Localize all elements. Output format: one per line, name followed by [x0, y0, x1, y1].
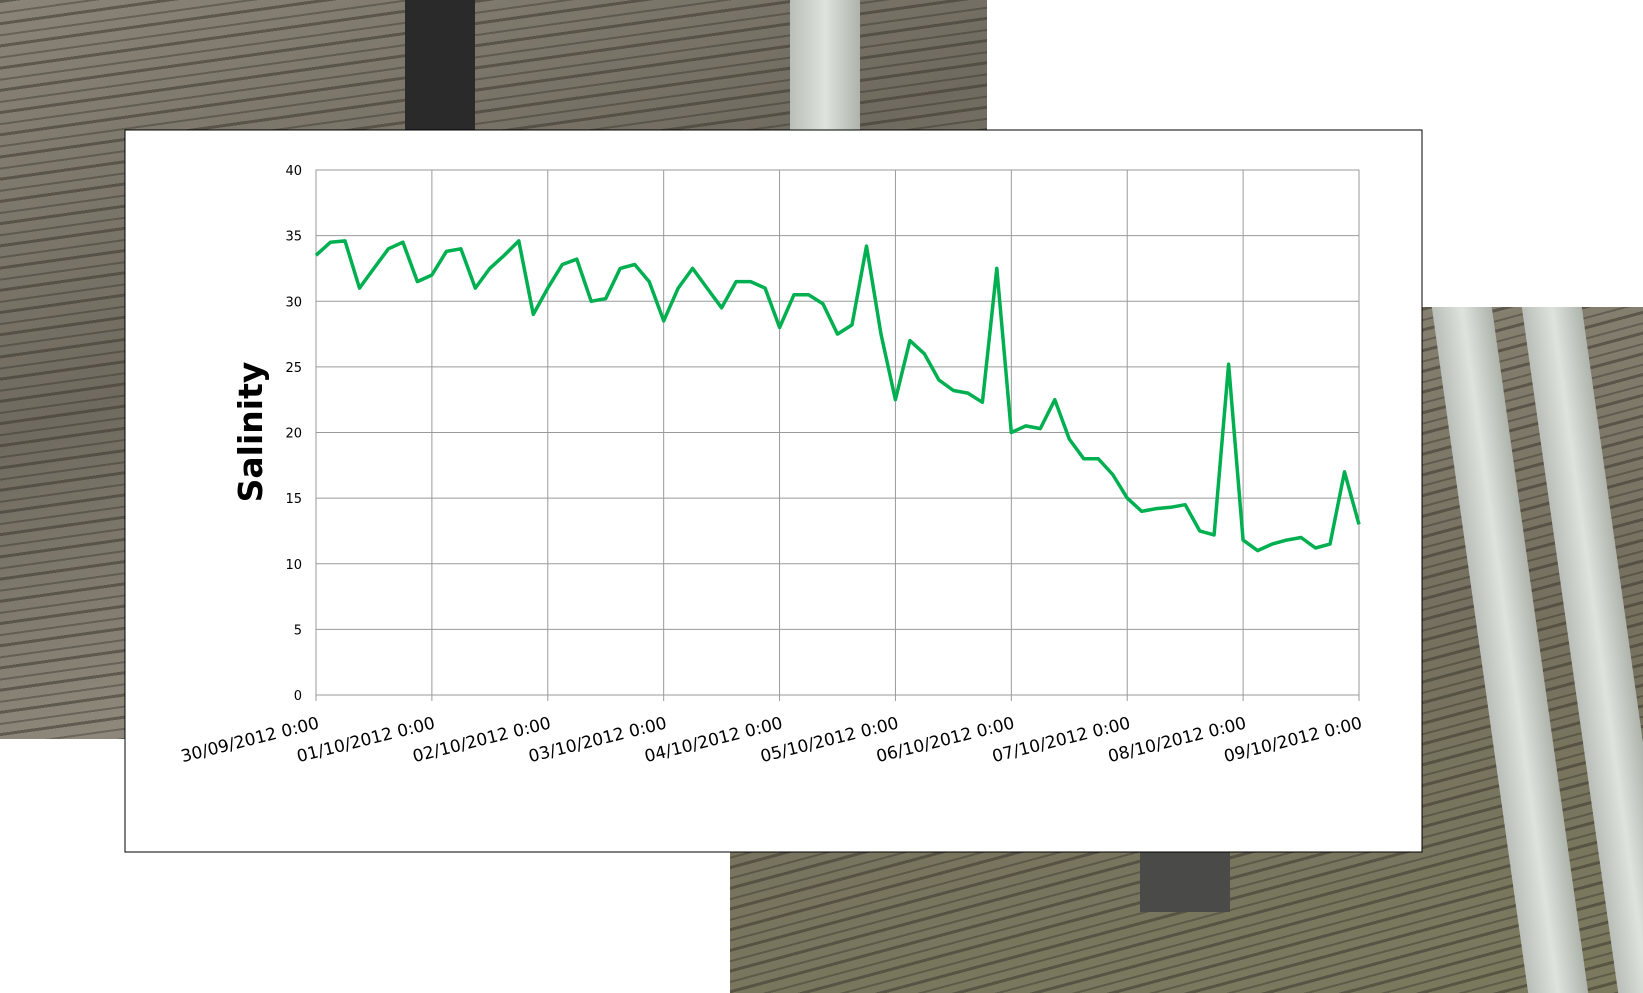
y-tick-label: 40	[285, 164, 302, 179]
chart: Salinity 051015202530354030/09/2012 0:00…	[0, 0, 1643, 993]
y-tick-label: 5	[294, 623, 302, 638]
y-tick-label: 35	[285, 230, 302, 245]
y-tick-label: 15	[285, 492, 302, 507]
y-tick-label: 20	[285, 427, 302, 442]
y-tick-label: 30	[285, 295, 302, 310]
y-tick-label: 25	[285, 361, 302, 376]
y-tick-label: 0	[294, 689, 302, 704]
page: Salinity 051015202530354030/09/2012 0:00…	[0, 0, 1643, 993]
y-tick-label: 10	[285, 558, 302, 573]
y-axis-title: Salinity	[231, 362, 270, 503]
